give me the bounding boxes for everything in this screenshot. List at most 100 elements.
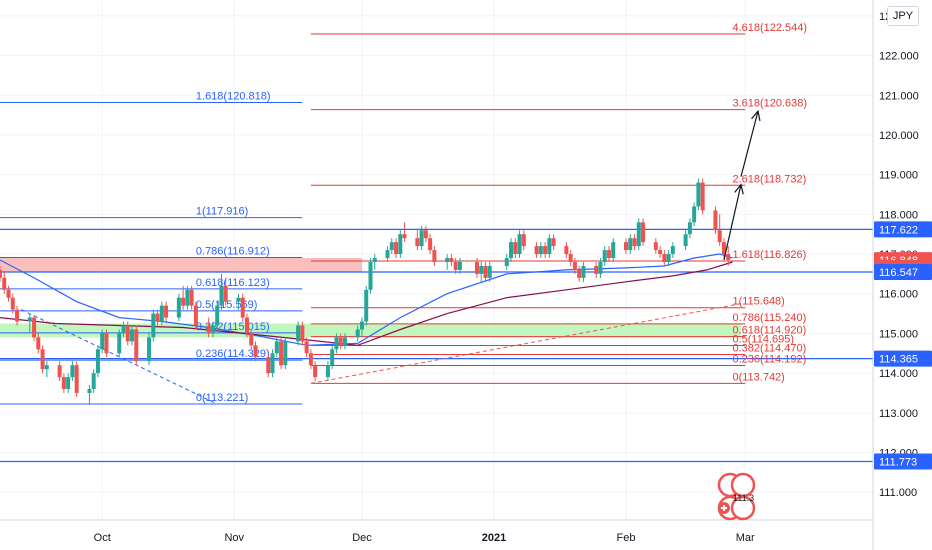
y-tick-label: 116.000 bbox=[879, 289, 918, 301]
candle-body bbox=[419, 230, 424, 247]
candle-body bbox=[577, 269, 582, 278]
projection-arrows[interactable] bbox=[723, 109, 761, 261]
candle-body bbox=[717, 230, 722, 243]
candle-body bbox=[509, 242, 514, 259]
y-tick-label: 111.000 bbox=[879, 487, 917, 499]
fib-red-level-label: 0(113.742) bbox=[732, 371, 784, 383]
candle-body bbox=[164, 305, 169, 318]
candle-body bbox=[432, 250, 437, 262]
candle-body bbox=[296, 325, 301, 342]
candle-body bbox=[445, 258, 450, 262]
candle-body bbox=[104, 333, 109, 354]
price-badge bbox=[874, 453, 932, 470]
candle-body bbox=[564, 246, 569, 255]
candle-body bbox=[236, 297, 241, 302]
candle-body bbox=[692, 206, 697, 223]
candle-body bbox=[487, 265, 492, 278]
candle-body bbox=[253, 345, 258, 358]
footer-badge-text: 111.3 bbox=[733, 493, 754, 503]
candle-body bbox=[721, 242, 726, 255]
candle-body bbox=[449, 258, 454, 262]
candle-body bbox=[726, 254, 731, 260]
price-badge-label: 111.773 bbox=[879, 457, 917, 469]
trendline[interactable] bbox=[310, 303, 742, 384]
candle-body bbox=[513, 242, 518, 255]
arrow-shaft[interactable] bbox=[723, 184, 742, 261]
candlesticks bbox=[0, 178, 731, 405]
price-badge bbox=[874, 221, 932, 238]
candle-body bbox=[368, 261, 373, 290]
candle-body bbox=[670, 246, 675, 255]
candle-body bbox=[274, 341, 279, 354]
arrow-shaft[interactable] bbox=[740, 110, 759, 177]
candle-body bbox=[398, 234, 403, 255]
candle-body bbox=[606, 250, 611, 259]
y-tick-label: 114.000 bbox=[879, 368, 918, 380]
candle-body bbox=[551, 238, 556, 247]
y-tick-label: 121.000 bbox=[879, 90, 919, 102]
x-tick-label: Mar bbox=[736, 532, 755, 544]
candle-body bbox=[572, 261, 577, 270]
candle-body bbox=[389, 242, 394, 251]
candle-body bbox=[95, 349, 100, 374]
candle-body bbox=[270, 353, 275, 374]
candle-body bbox=[266, 357, 271, 374]
candle-body bbox=[534, 246, 539, 255]
zone-rect bbox=[0, 258, 362, 272]
x-tick-label: Nov bbox=[224, 532, 244, 544]
candle-body bbox=[658, 250, 663, 255]
candle-body bbox=[479, 265, 484, 274]
x-tick-label: Feb bbox=[617, 532, 636, 544]
zone-rect bbox=[0, 323, 741, 338]
candle-body bbox=[6, 289, 11, 298]
candle-body bbox=[181, 297, 186, 306]
fib-red-level-label: 0.382(114.470) bbox=[732, 342, 806, 354]
arrow-head[interactable] bbox=[751, 109, 761, 122]
candle-body bbox=[36, 337, 41, 350]
candle-body bbox=[602, 250, 607, 262]
x-tick-label: Dec bbox=[352, 532, 372, 544]
candle-body bbox=[279, 341, 284, 366]
candle-body bbox=[338, 337, 343, 346]
candle-body bbox=[300, 325, 305, 342]
candle-body bbox=[423, 230, 428, 239]
candle-body bbox=[193, 305, 198, 326]
candle-body bbox=[210, 325, 215, 334]
candle-body bbox=[636, 222, 641, 247]
candle-body bbox=[223, 285, 228, 302]
fib-blue-level-label: 0.786(116.912) bbox=[196, 246, 270, 258]
time-axis[interactable]: Oct Nov Dec 2021 Feb Mar bbox=[94, 532, 755, 544]
fib-blue-level-label: 1(117.916) bbox=[196, 206, 248, 218]
candle-body bbox=[504, 258, 509, 266]
candle-body bbox=[453, 261, 458, 270]
fib-red-level-label: 0.786(115.240) bbox=[732, 312, 806, 324]
x-tick-label: Oct bbox=[94, 532, 111, 544]
candle-body bbox=[543, 246, 548, 255]
candle-body bbox=[313, 365, 318, 378]
candle-body bbox=[598, 261, 603, 274]
candle-body bbox=[594, 265, 599, 274]
candle-body bbox=[628, 238, 633, 251]
candle-body bbox=[100, 333, 105, 350]
currency-label[interactable]: JPY bbox=[887, 6, 919, 26]
x-tick-label: 2021 bbox=[482, 532, 506, 544]
candle-body bbox=[244, 317, 249, 334]
candle-body bbox=[308, 353, 313, 366]
y-tick-label: 120.000 bbox=[879, 130, 919, 142]
candle-body bbox=[666, 254, 671, 262]
candle-body bbox=[547, 238, 552, 255]
candle-body bbox=[330, 349, 335, 366]
fib-blue-level-label: 0.236(114.329) bbox=[196, 348, 270, 360]
candle-body bbox=[176, 297, 181, 318]
candle-body bbox=[87, 389, 92, 393]
price-badge bbox=[874, 350, 932, 367]
candle-body bbox=[474, 261, 479, 274]
arrow-head[interactable] bbox=[734, 183, 744, 195]
candle-body bbox=[355, 329, 360, 338]
candle-body bbox=[521, 234, 526, 247]
hourglass-badge-icon[interactable]: 111.3 bbox=[717, 472, 756, 521]
candle-body bbox=[189, 289, 194, 306]
fib-blue-level-label: 0.618(116.123) bbox=[196, 277, 270, 289]
fib-red-level-label: 3.618(120.638) bbox=[732, 98, 807, 110]
